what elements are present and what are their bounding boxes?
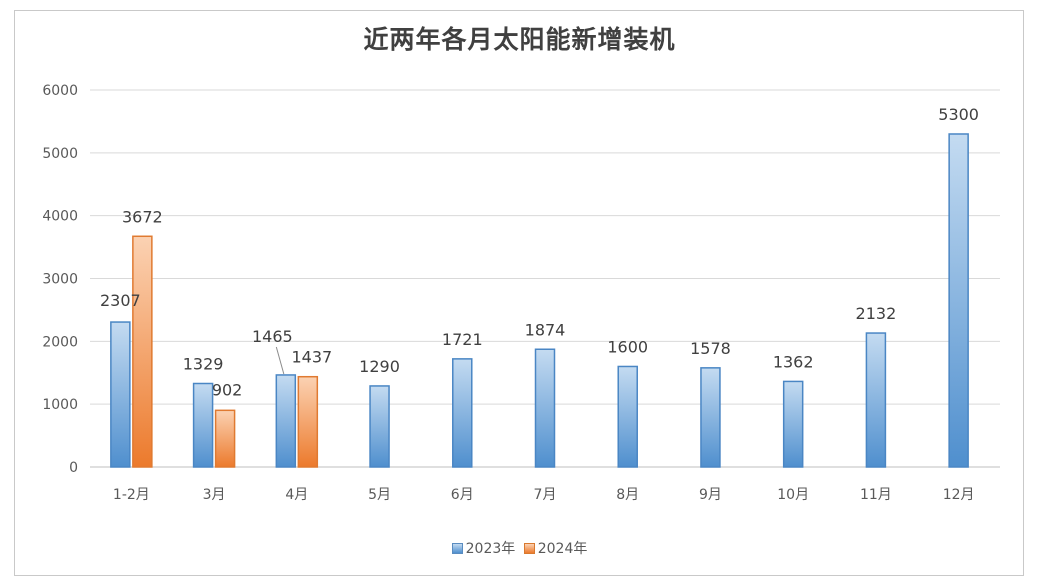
bar-2023[interactable] [452, 358, 473, 468]
data-label: 1600 [607, 337, 648, 356]
x-tick-label: 3月 [203, 487, 226, 503]
x-tick-label: 12月 [943, 487, 975, 503]
x-tick-label: 11月 [860, 487, 892, 503]
x-tick-label: 7月 [534, 487, 557, 503]
data-label: 1465 [252, 327, 293, 346]
bar-2023[interactable] [782, 380, 804, 468]
data-label: 1437 [291, 348, 332, 367]
chart-frame [14, 10, 1024, 576]
bar-2023[interactable] [617, 365, 638, 468]
legend-swatch-2023 [451, 543, 463, 554]
bar-2023[interactable] [110, 321, 131, 468]
bar-2024[interactable] [297, 375, 319, 468]
bar-2023[interactable] [700, 367, 721, 468]
data-label: 3672 [122, 207, 163, 226]
data-label: 5300 [938, 105, 979, 124]
y-tick-label: 2000 [42, 334, 78, 350]
y-tick-label: 3000 [42, 272, 78, 288]
data-label: 2307 [100, 291, 141, 310]
data-label: 1362 [773, 352, 814, 371]
bar-2023[interactable] [534, 348, 556, 468]
bar-2023[interactable] [275, 374, 297, 468]
data-label: 1290 [359, 357, 400, 376]
gridlines [90, 89, 1000, 468]
x-tick-label: 6月 [451, 487, 474, 503]
bar-2023[interactable] [948, 133, 969, 468]
x-tick-label: 8月 [616, 487, 639, 503]
y-axis: 0 1000 2000 3000 4000 5000 6000 [42, 83, 78, 476]
bar-2024[interactable] [214, 409, 236, 468]
x-axis: 1-2月 3月 4月 5月 6月 7月 8月 9月 10月 11月 12月 [113, 487, 975, 503]
legend-label-2023: 2023年 [465, 541, 516, 557]
data-label: 2132 [856, 304, 897, 323]
y-tick-label: 0 [69, 460, 78, 476]
legend-swatch-2024 [523, 543, 535, 554]
bar-2023[interactable] [865, 332, 887, 468]
data-label: 902 [212, 380, 243, 399]
bar-2023[interactable] [369, 385, 390, 468]
x-tick-label: 10月 [777, 487, 809, 503]
y-tick-label: 6000 [42, 83, 78, 99]
data-labels: 2307 3672 1329 902 1465 1437 1290 1721 1874 1600 1… [100, 105, 979, 399]
y-tick-label: 5000 [42, 146, 78, 162]
leader-line [275, 346, 285, 375]
data-label: 1329 [183, 354, 224, 373]
x-tick-label: 9月 [699, 487, 722, 503]
legend-item-2023[interactable]: 2023年 [451, 538, 516, 558]
x-tick-label: 5月 [368, 487, 391, 503]
y-tick-label: 1000 [42, 397, 78, 413]
legend: 2023年 2024年 [0, 538, 1039, 558]
chart-title: 近两年各月太阳能新增装机 [363, 25, 676, 54]
bars [110, 133, 969, 468]
data-label: 1578 [690, 339, 731, 358]
data-label: 1721 [442, 330, 483, 349]
data-label: 1874 [525, 320, 566, 339]
bar-2023[interactable] [192, 382, 214, 468]
bar-2024[interactable] [132, 235, 153, 468]
y-tick-label: 4000 [42, 209, 78, 225]
x-tick-label: 4月 [285, 487, 308, 503]
legend-label-2024: 2024年 [537, 541, 588, 557]
x-tick-label: 1-2月 [113, 487, 150, 503]
legend-item-2024[interactable]: 2024年 [523, 538, 588, 558]
